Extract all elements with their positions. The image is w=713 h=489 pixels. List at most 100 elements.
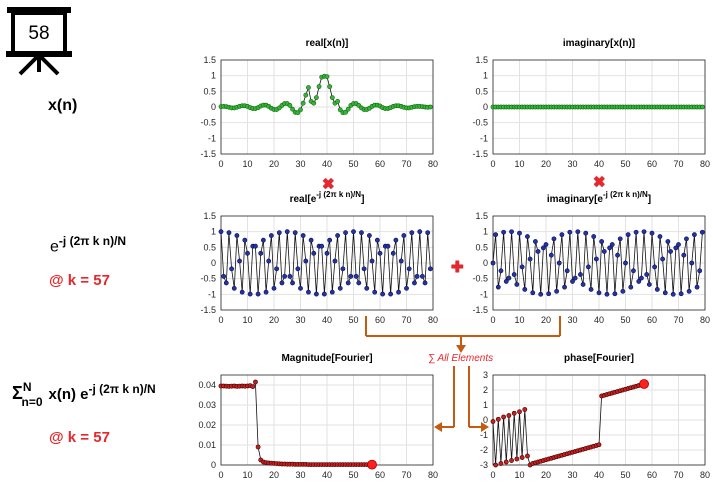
y-tick-label: -0.5 — [200, 118, 216, 128]
data-point — [313, 291, 319, 297]
data-point — [303, 92, 309, 98]
xn-label: x(n) — [48, 97, 78, 114]
data-point — [493, 232, 499, 238]
y-tick-label: -1.5 — [200, 305, 216, 315]
data-point — [559, 232, 565, 238]
data-point — [369, 258, 375, 264]
x-tick-label: 0 — [218, 315, 223, 325]
y-tick-label: 2 — [483, 385, 488, 395]
data-point — [533, 239, 538, 244]
data-point — [586, 264, 591, 270]
y-tick-label: 1 — [483, 400, 488, 410]
data-point — [604, 291, 610, 297]
y-tick-label: 3 — [483, 370, 488, 380]
x-tick-label: 80 — [700, 315, 710, 325]
data-point — [525, 453, 530, 459]
data-point — [398, 258, 404, 264]
y-tick-label: -1 — [480, 430, 488, 440]
x-tick-label: 0 — [490, 470, 495, 480]
x-tick-label: 10 — [242, 315, 252, 325]
data-point — [329, 289, 335, 295]
data-point — [620, 288, 626, 294]
data-point — [396, 289, 401, 295]
data-point — [570, 279, 575, 284]
data-point — [686, 288, 692, 294]
y-tick-label: 0 — [211, 102, 216, 112]
data-point — [670, 291, 676, 297]
x-tick-label: 30 — [567, 470, 577, 480]
x-tick-label: 40 — [322, 159, 332, 169]
data-point — [540, 245, 546, 251]
x-tick-label: 10 — [514, 315, 524, 325]
plus-icon: ✚ — [451, 259, 464, 276]
data-point — [588, 287, 594, 292]
data-point — [412, 280, 417, 286]
data-point — [578, 272, 583, 277]
data-point — [332, 258, 338, 264]
data-point — [633, 229, 639, 235]
data-point — [607, 245, 612, 251]
data-point — [250, 384, 256, 389]
sum-all-elements-label: ∑ All Elements — [428, 353, 493, 364]
data-point — [596, 442, 602, 448]
chart-title: real[x(n)] — [306, 38, 349, 49]
y-tick-label: 1.5 — [475, 211, 488, 221]
data-point — [292, 230, 298, 236]
data-point — [218, 229, 224, 235]
y-tick-label: 0 — [211, 460, 216, 470]
data-point — [274, 266, 280, 272]
data-point — [583, 230, 589, 236]
data-point — [287, 103, 293, 108]
x-tick-label: 50 — [348, 159, 358, 169]
data-point — [303, 258, 309, 264]
data-point — [266, 258, 272, 264]
data-point — [425, 230, 431, 236]
data-point — [562, 284, 567, 290]
exp-base: e — [50, 238, 59, 256]
x-tick-label: 40 — [322, 315, 332, 325]
chart-imag_exp: 0 10 20 30 40 50 60 70 80 1.5 1 0.5 0 -0.5 -1 -1.5 imagi… — [472, 190, 710, 325]
data-point — [404, 285, 409, 291]
x-tick-label: 80 — [428, 159, 438, 169]
data-point — [268, 233, 274, 238]
data-point — [316, 84, 322, 90]
y-tick-label: 0.5 — [203, 242, 216, 252]
data-point — [684, 236, 689, 242]
data-point — [247, 291, 253, 297]
data-point — [511, 272, 517, 277]
presentation-board-icon: 58 — [6, 7, 72, 76]
x-tick-label: 60 — [647, 159, 657, 169]
data-point — [287, 273, 293, 279]
x-tick-label: 70 — [673, 470, 683, 480]
y-tick-label: -1 — [480, 133, 488, 143]
data-point — [689, 260, 695, 266]
x-tick-label: 60 — [647, 470, 657, 480]
data-point — [279, 280, 285, 286]
data-point — [692, 232, 697, 238]
chart-title: imaginary[e-j (2π k n)/N] — [547, 190, 651, 205]
y-tick-label: 0.5 — [475, 86, 488, 96]
y-tick-label: 1 — [211, 227, 216, 237]
data-point — [253, 243, 258, 249]
highlight-point — [639, 379, 649, 389]
x-tick-label: 70 — [401, 159, 411, 169]
data-point — [519, 264, 525, 270]
data-point — [519, 455, 525, 460]
x-tick-label: 40 — [594, 159, 604, 169]
data-point — [699, 229, 705, 235]
data-point — [327, 237, 333, 243]
data-point — [298, 107, 303, 113]
y-tick-label: 1 — [483, 71, 488, 81]
data-point — [308, 237, 314, 243]
data-point — [681, 252, 687, 258]
y-tick-label: 0.01 — [198, 440, 216, 450]
data-point — [231, 285, 237, 291]
data-point — [503, 279, 509, 284]
data-point — [242, 237, 248, 243]
x-tick-label: 30 — [567, 159, 577, 169]
y-tick-label: 1.5 — [203, 211, 216, 221]
data-point — [662, 290, 668, 296]
data-point — [271, 285, 277, 291]
data-point — [644, 272, 650, 277]
